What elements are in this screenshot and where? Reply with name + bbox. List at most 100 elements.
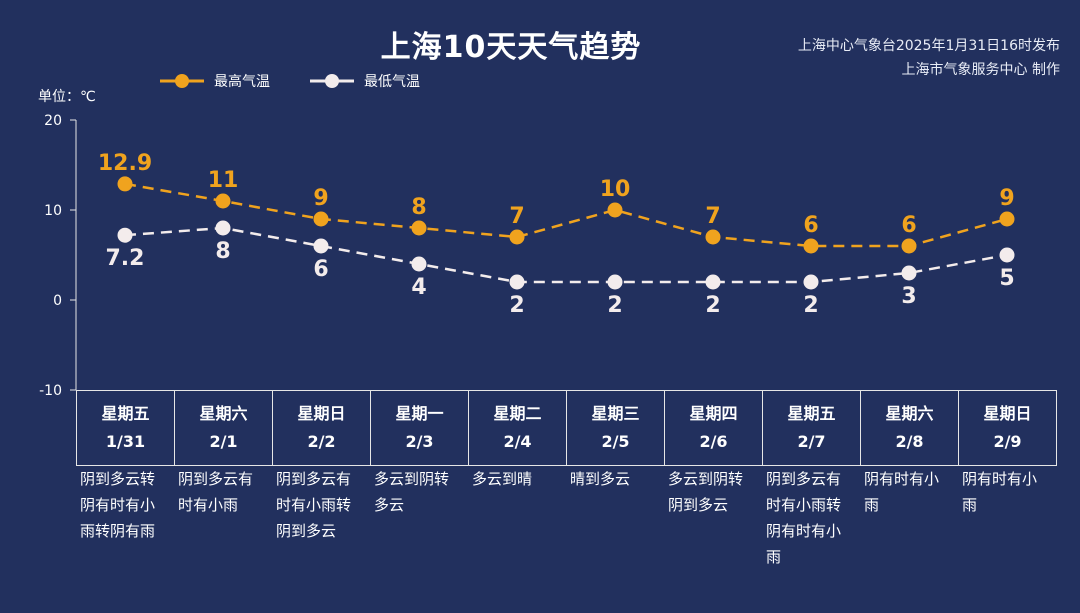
high-temp-label: 12.9 xyxy=(98,151,152,176)
low-temp-point xyxy=(117,227,133,243)
y-tick-label: 0 xyxy=(53,293,62,309)
date-label: 2/2 xyxy=(307,432,336,451)
high-temp-point xyxy=(901,238,917,254)
high-temp-label: 6 xyxy=(803,213,818,238)
weekday-label: 星期三 xyxy=(591,404,640,423)
low-temp-line xyxy=(124,226,1008,284)
low-temp-label: 2 xyxy=(705,293,720,318)
weather-condition-text: 阴到多云转 阴有时有小 雨转阴有雨 xyxy=(80,470,156,540)
date-label: 2/7 xyxy=(797,432,826,451)
high-temp-point xyxy=(509,229,525,245)
high-temp-point xyxy=(411,220,427,236)
weekday-label: 星期日 xyxy=(983,404,1032,423)
legend-high: 最高气温 xyxy=(160,71,270,91)
weather-condition-text: 阴到多云有 时有小雨转 阴到多云 xyxy=(276,470,352,540)
low-temp-label: 4 xyxy=(411,275,426,300)
weekday-label: 星期五 xyxy=(101,404,150,423)
y-tick-label: 20 xyxy=(44,113,62,129)
date-label: 2/1 xyxy=(209,432,238,451)
high-temp-point xyxy=(313,211,329,227)
low-temp-point xyxy=(999,247,1015,263)
day-cell: 星期日 2/2 xyxy=(273,391,371,465)
day-cell: 星期六 2/8 xyxy=(861,391,959,465)
high-temp-label: 8 xyxy=(411,195,426,220)
weekday-label: 星期二 xyxy=(493,404,542,423)
weather-condition-text: 阴到多云有 时有小雨 xyxy=(178,470,254,514)
date-label: 2/4 xyxy=(503,432,532,451)
low-temp-line-icon xyxy=(310,74,354,88)
day-cell: 星期二 2/4 xyxy=(469,391,567,465)
low-temp-point xyxy=(705,274,721,290)
high-temp-point xyxy=(117,176,133,192)
high-temp-label: 7 xyxy=(509,204,524,229)
low-temp-point xyxy=(901,265,917,281)
low-temp-point xyxy=(411,256,427,272)
page-title: 上海10天天气趋势 xyxy=(380,30,642,65)
weekday-label: 星期日 xyxy=(297,404,346,423)
high-temp-line-icon xyxy=(160,74,204,88)
legend-high-label: 最高气温 xyxy=(214,74,270,90)
date-label: 2/9 xyxy=(993,432,1022,451)
low-temp-label: 2 xyxy=(607,293,622,318)
low-temp-label: 5 xyxy=(999,266,1014,291)
high-temp-label: 10 xyxy=(600,177,631,202)
low-temp-label: 6 xyxy=(313,257,328,282)
date-label: 2/8 xyxy=(895,432,924,451)
day-cell: 星期三 2/5 xyxy=(567,391,665,465)
weather-condition-text: 阴到多云有 时有小雨转 阴有时有小 雨 xyxy=(766,470,842,566)
low-temp-label: 3 xyxy=(901,284,916,309)
day-cell: 星期日 2/9 xyxy=(959,391,1057,465)
weekday-label: 星期一 xyxy=(395,404,444,423)
source-info: 上海中心气象台2025年1月31日16时发布 上海市气象服务中心 制作 xyxy=(798,34,1060,82)
high-temp-line xyxy=(124,182,1008,248)
low-temp-label: 8 xyxy=(215,239,230,264)
legend-low: 最低气温 xyxy=(310,71,420,91)
weather-condition-text: 多云到阴转 多云 xyxy=(374,470,450,514)
low-temp-label: 2 xyxy=(509,293,524,318)
weekday-label: 星期五 xyxy=(787,404,836,423)
y-tick-label: 10 xyxy=(44,203,62,219)
low-temp-label: 2 xyxy=(803,293,818,318)
weekday-label: 星期六 xyxy=(885,404,934,423)
weather-condition-row: 阴到多云转 阴有时有小 雨转阴有雨 阴到多云有 时有小雨 阴到多云有 时有小雨转 阴… xyxy=(76,464,1056,570)
date-label: 2/6 xyxy=(699,432,728,451)
low-temp-label: 7.2 xyxy=(106,246,145,271)
weather-condition-text: 晴到多云 xyxy=(570,470,631,488)
high-temp-label: 7 xyxy=(705,204,720,229)
low-temp-point xyxy=(215,220,231,236)
weekday-label: 星期四 xyxy=(689,404,738,423)
day-cell: 星期五 2/7 xyxy=(763,391,861,465)
high-temp-point xyxy=(803,238,819,254)
weekday-label: 星期六 xyxy=(199,404,248,423)
weather-condition-text: 阴有时有小 雨 xyxy=(864,470,940,514)
high-temp-point xyxy=(607,202,623,218)
legend-low-label: 最低气温 xyxy=(364,74,420,90)
high-temp-label: 6 xyxy=(901,213,916,238)
low-temp-point xyxy=(803,274,819,290)
low-temp-point xyxy=(509,274,525,290)
day-cell: 星期六 2/1 xyxy=(175,391,273,465)
low-temp-point xyxy=(607,274,623,290)
day-cell: 星期一 2/3 xyxy=(371,391,469,465)
weather-condition-text: 多云到阴转 阴到多云 xyxy=(668,470,744,514)
weather-condition-text: 多云到晴 xyxy=(472,470,533,488)
high-temp-label: 9 xyxy=(313,186,328,211)
high-temp-label: 9 xyxy=(999,186,1014,211)
day-cell: 星期五 1/31 xyxy=(77,391,175,465)
weather-condition-text: 阴有时有小 雨 xyxy=(962,470,1038,514)
day-cell: 星期四 2/6 xyxy=(665,391,763,465)
chart-legend: 最高气温 最低气温 xyxy=(160,70,460,92)
high-temp-point xyxy=(999,211,1015,227)
date-label: 2/5 xyxy=(601,432,630,451)
low-temp-point xyxy=(313,238,329,254)
producer-info: 上海市气象服务中心 制作 xyxy=(901,62,1060,78)
y-axis-unit: 单位：℃ xyxy=(38,89,96,105)
publish-info: 上海中心气象台2025年1月31日16时发布 xyxy=(797,38,1060,54)
date-label: 1/31 xyxy=(105,432,146,451)
high-temp-point xyxy=(215,193,231,209)
date-label: 2/3 xyxy=(405,432,434,451)
high-temp-label: 11 xyxy=(208,168,239,193)
high-temp-point xyxy=(705,229,721,245)
y-tick-label: -10 xyxy=(39,383,62,399)
